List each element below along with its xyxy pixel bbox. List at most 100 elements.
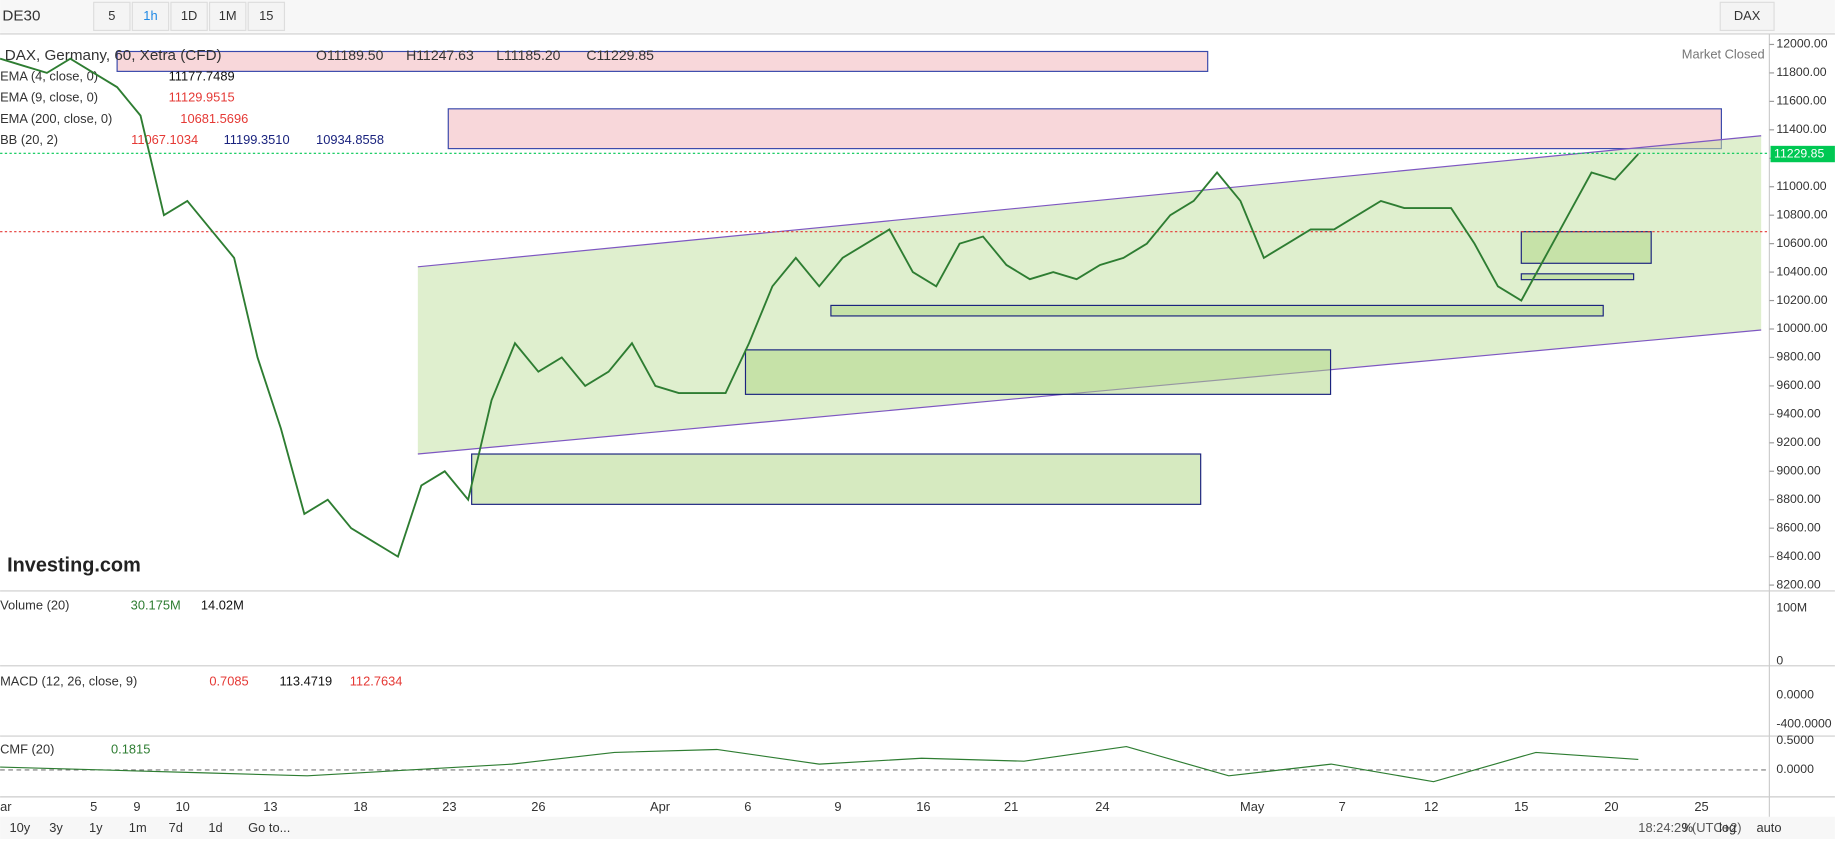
y-tick-label: 11400.00 [1776, 122, 1826, 136]
range-button[interactable]: 1y [89, 820, 103, 835]
range-button[interactable]: 3y [49, 820, 63, 835]
price-line [0, 57, 1640, 559]
logo: Investing.com [7, 555, 141, 577]
panel-value: 0.7085 [209, 674, 248, 689]
panel-name: CMF (20) [0, 741, 54, 756]
interval-button[interactable] [131, 1, 170, 32]
range-button[interactable]: Go to... [248, 820, 290, 835]
interval-label[interactable]: 1h [143, 8, 157, 23]
last-price: 11229.85 [1774, 146, 1824, 160]
y-tick-label: 9400.00 [1776, 407, 1821, 421]
interval-label[interactable]: 1D [181, 8, 197, 23]
market-status: Market Closed [1682, 46, 1765, 61]
y-tick-label: 10400.00 [1776, 264, 1827, 278]
footer-bar [0, 816, 1835, 839]
range-button[interactable]: 1m [129, 820, 147, 835]
instrument[interactable]: DAX [1734, 8, 1761, 23]
interval-label[interactable]: 1M [219, 8, 237, 23]
indicator-name: EMA (4, close, 0) [0, 69, 98, 84]
y-tick-label: 12000.00 [1776, 37, 1827, 51]
indicator-value: 11199.3510 [224, 132, 290, 147]
panel-tick: 0 [1776, 653, 1783, 667]
indicator-value: 11067.1034 [131, 132, 198, 147]
range-button[interactable]: 7d [169, 820, 183, 835]
symbol[interactable]: DE30 [2, 7, 40, 24]
y-tick-label: 9200.00 [1776, 435, 1821, 449]
panel-value: 30.175M [131, 598, 181, 613]
y-tick-label: 8400.00 [1776, 549, 1821, 563]
range-button[interactable]: 1d [208, 820, 222, 835]
panel-name: MACD (12, 26, close, 9) [0, 674, 137, 689]
indicator-name: EMA (200, close, 0) [0, 111, 112, 126]
interval-label[interactable]: 5 [108, 8, 115, 23]
y-tick-label: 10200.00 [1776, 293, 1827, 307]
x-tick-label: 7 [1339, 799, 1346, 814]
clock: 18:24:29 (UTC+2) [1638, 820, 1741, 835]
last-price-box [1770, 145, 1835, 163]
y-tick-label: 10800.00 [1776, 207, 1827, 221]
x-tick-label: 24 [1095, 799, 1109, 814]
y-tick-label: 11600.00 [1776, 94, 1826, 108]
panel-tick: 100M [1776, 601, 1807, 615]
interval-button[interactable] [93, 1, 131, 32]
instrument-button[interactable] [1719, 1, 1775, 32]
y-tick-label: 8200.00 [1776, 577, 1821, 591]
toolbar [0, 0, 1835, 33]
option-button[interactable]: % [1682, 820, 1693, 835]
option-button[interactable]: log [1719, 820, 1736, 835]
indicator-value: 10681.5696 [180, 111, 248, 126]
y-tick-label: 8800.00 [1776, 492, 1821, 506]
x-tick-label: 18 [353, 799, 367, 814]
panel-borders [0, 33, 1835, 817]
legend-title: DAX, Germany, 60, Xetra (CFD) [5, 47, 222, 64]
panel-value: 14.02M [201, 598, 244, 613]
interval-button[interactable] [208, 1, 247, 32]
panel-tick: 0.5000 [1776, 733, 1814, 747]
x-tick-label: 5 [90, 799, 97, 814]
y-tick-label: 10000.00 [1776, 321, 1827, 335]
x-tick-label: 12 [1424, 799, 1438, 814]
y-tick-label: 11800.00 [1776, 65, 1826, 79]
range-button[interactable]: 10y [9, 820, 30, 835]
x-tick-label: 20 [1604, 799, 1618, 814]
x-tick-label: 9 [834, 799, 841, 814]
indicator-value: 10934.8558 [316, 132, 384, 147]
x-tick-label: 16 [916, 799, 930, 814]
interval-button[interactable] [247, 1, 286, 32]
y-tick-label: 10600.00 [1776, 236, 1827, 250]
x-tick-label: 9 [133, 799, 140, 814]
indicator-name: EMA (9, close, 0) [0, 90, 98, 105]
x-tick-label: ar [0, 799, 12, 814]
y-tick-label: 8600.00 [1776, 520, 1821, 534]
x-tick-label: 13 [263, 799, 277, 814]
x-tick-label: 15 [1514, 799, 1528, 814]
x-tick-label: 10 [175, 799, 189, 814]
interval-label[interactable]: 15 [259, 8, 273, 23]
x-tick-label: 26 [531, 799, 545, 814]
x-tick-label: 21 [1004, 799, 1018, 814]
option-button[interactable]: auto [1757, 820, 1782, 835]
indicator-name: BB (20, 2) [0, 132, 58, 147]
panel-name: Volume (20) [0, 598, 69, 613]
panel-tick: -400.0000 [1776, 717, 1831, 731]
panel-tick: 0.0000 [1776, 762, 1814, 776]
panel-tick: 0.0000 [1776, 687, 1814, 701]
panel-value: 113.4719 [280, 674, 333, 689]
drawings [0, 50, 1770, 771]
ohlc-value: H11247.63 [406, 47, 474, 63]
panel-value: 112.7634 [350, 674, 403, 689]
x-tick-label: Apr [650, 799, 671, 814]
indicator-value: 11177.7489 [169, 69, 235, 84]
y-tick-label: 9600.00 [1776, 378, 1821, 392]
price-line [0, 745, 1639, 783]
x-tick-label: May [1240, 799, 1265, 814]
ohlc-value: C11229.85 [586, 47, 654, 63]
interval-button[interactable] [170, 1, 208, 32]
x-tick-label: 25 [1694, 799, 1708, 814]
x-tick-label: 23 [442, 799, 456, 814]
panel-value: 0.1815 [111, 741, 150, 756]
x-tick-label: 6 [744, 799, 751, 814]
y-tick-label: 9000.00 [1776, 464, 1821, 478]
